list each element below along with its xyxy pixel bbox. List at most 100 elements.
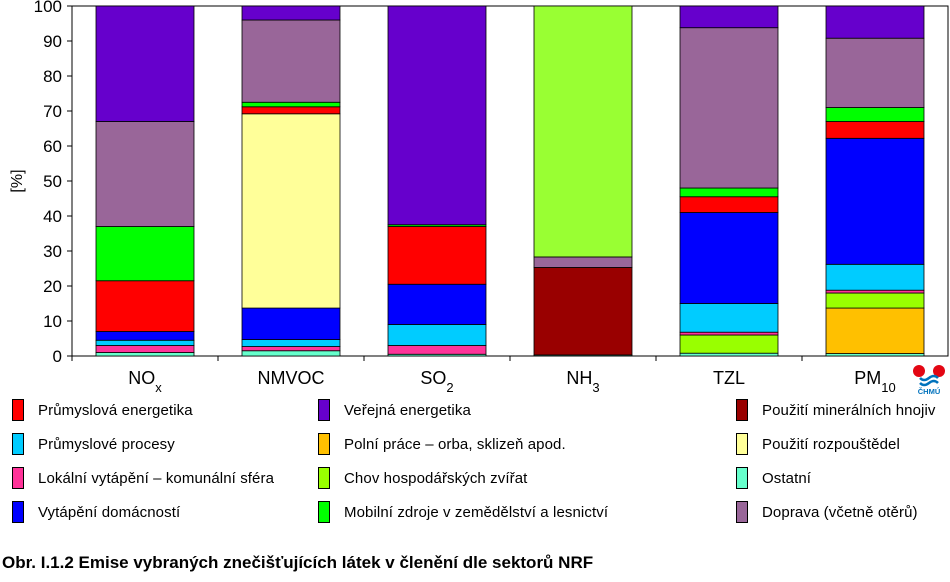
legend-item: Vytápění domácností (12, 499, 180, 525)
bar-segment (241, 113, 341, 309)
legend-swatch (736, 467, 748, 489)
bar-segment (241, 350, 341, 357)
legend-label: Polní práce – orba, sklizeň apod. (344, 435, 566, 453)
bar-segment (241, 19, 341, 103)
bar-segment (95, 280, 195, 332)
legend-item: Použití rozpouštědel (736, 431, 900, 457)
bar-segment (825, 5, 925, 39)
bar-segment (241, 346, 341, 352)
bar-segment (533, 267, 633, 356)
bar-segment (679, 212, 779, 304)
x-tick-label: NMVOC (258, 368, 325, 388)
plot-area (71, 5, 949, 357)
legend-swatch (318, 467, 330, 489)
bar-segment (679, 27, 779, 189)
legend-item: Průmyslová energetika (12, 397, 193, 423)
y-tick-label: 90 (43, 32, 62, 51)
legend-item: Průmyslové procesy (12, 431, 175, 457)
legend-label: Průmyslová energetika (38, 401, 193, 419)
legend-swatch (736, 399, 748, 421)
legend-swatch (318, 433, 330, 455)
x-tick-label: SO2 (420, 368, 453, 395)
legend-item: Lokální vytápění – komunální sféra (12, 465, 274, 491)
stacked-bar-chart: 0 10 20 30 40 50 60 70 80 90 100 [%] NOx NMVOC SO2 NH3 T… (9, 0, 949, 395)
legend-swatch (736, 433, 748, 455)
legend-item: Veřejná energetika (318, 397, 471, 423)
bar-segment (825, 292, 925, 309)
x-tick-label: PM10 (854, 368, 895, 395)
bar-segment (679, 331, 779, 336)
bar-segment (387, 283, 487, 325)
bar-segment (241, 101, 341, 108)
bar-segment (241, 106, 341, 115)
chmu-logo: ČHMÚ (912, 364, 946, 396)
legend-swatch (12, 399, 24, 421)
bar-segment (95, 345, 195, 353)
bar-segment (241, 339, 341, 347)
bar-segment (387, 5, 487, 226)
legend-label: Vytápění domácností (38, 503, 181, 521)
bar-segment (825, 263, 925, 291)
y-axis-label: [%] (9, 169, 26, 192)
legend-item: Doprava (včetně otěrů) (736, 499, 918, 525)
legend-swatch (318, 501, 330, 523)
bar-segment (241, 5, 341, 21)
legend-item: Polní práce – orba, sklizeň apod. (318, 431, 566, 457)
legend-item: Ostatní (736, 465, 811, 491)
bar-segment (387, 226, 487, 285)
y-tick-label: 60 (43, 137, 62, 156)
bar-segment (95, 352, 195, 357)
legend-swatch (318, 399, 330, 421)
legend-label: Použití minerálních hnojiv (762, 401, 936, 419)
y-tick-label: 70 (43, 102, 62, 121)
legend-item: Chov hospodářských zvířat (318, 465, 527, 491)
y-tick-label: 20 (43, 277, 62, 296)
legend-label: Ostatní (762, 469, 812, 487)
chart-legend: Průmyslová energetika Veřejná energetika P… (0, 395, 950, 535)
bar-segment (679, 196, 779, 213)
figure-caption: Obr. I.1.2 Emise vybraných znečišťujícíc… (2, 553, 594, 572)
bar-segment (241, 307, 341, 340)
legend-swatch (12, 501, 24, 523)
bar-segment (679, 352, 779, 357)
y-tick-label: 50 (43, 172, 62, 191)
x-tick-label: NH3 (566, 368, 599, 395)
legend-swatch (736, 501, 748, 523)
legend-item: Mobilní zdroje v zemědělství a lesnictví (318, 499, 608, 525)
bar-segment (825, 307, 925, 354)
y-tick-label: 30 (43, 242, 62, 261)
legend-label: Průmyslové procesy (38, 435, 175, 453)
legend-label: Veřejná energetika (344, 401, 471, 419)
bar-segment (679, 5, 779, 29)
legend-label: Lokální vytápění – komunální sféra (38, 469, 275, 487)
x-tick-label: NOx (128, 368, 162, 395)
legend-label: Mobilní zdroje v zemědělství a lesnictví (344, 503, 609, 521)
y-tick-label: 80 (43, 67, 62, 86)
bar-segment (533, 5, 633, 258)
bar-segment (95, 5, 195, 122)
bar-segment (825, 37, 925, 108)
bar-segment (825, 289, 925, 294)
legend-label: Použití rozpouštědel (762, 435, 900, 453)
legend-swatch (12, 433, 24, 455)
bar-segment (825, 137, 925, 265)
y-tick-label: 40 (43, 207, 62, 226)
bar-segment (387, 345, 487, 355)
bar-segment (95, 226, 195, 282)
svg-text:ČHMÚ: ČHMÚ (918, 387, 941, 396)
bar-segment (679, 187, 779, 198)
y-tick-label: 10 (43, 312, 62, 331)
bar-segment (825, 121, 925, 139)
x-tick-label: TZL (713, 368, 745, 388)
bar-segment (679, 334, 779, 354)
bar-segment (679, 303, 779, 333)
legend-item: Použití minerálních hnojiv (736, 397, 936, 423)
bar-segment (533, 256, 633, 268)
bar-segment (95, 339, 195, 346)
legend-label: Doprava (včetně otěrů) (762, 503, 918, 521)
bar-segment (95, 331, 195, 341)
legend-swatch (12, 467, 24, 489)
y-tick-label: 100 (34, 0, 62, 16)
bar-segment (825, 107, 925, 122)
legend-label: Chov hospodářských zvířat (344, 469, 528, 487)
